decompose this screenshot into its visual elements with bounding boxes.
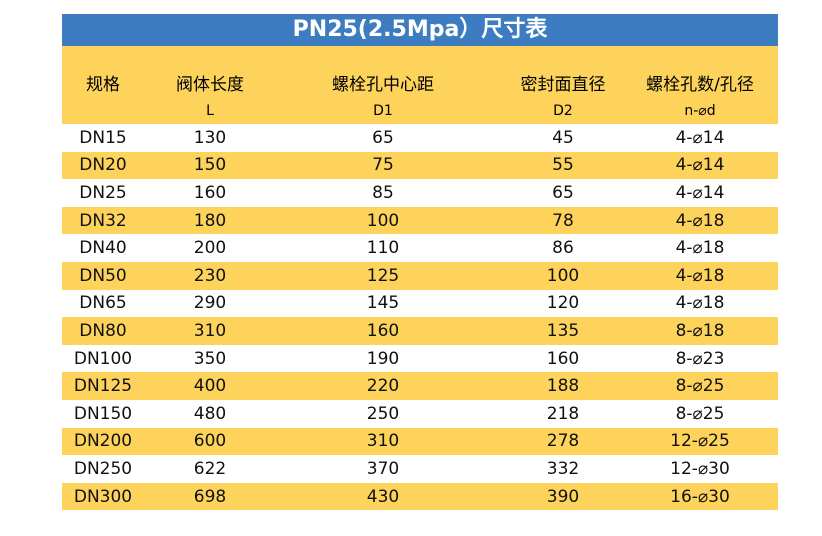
table-body: DN15 130 65 45 4-⌀14 DN20 150 75 55 4-⌀14 DN25 160 8… bbox=[62, 124, 778, 511]
table-cell: 218 bbox=[546, 403, 580, 424]
table-cell: DN150 bbox=[73, 403, 133, 424]
table-cell: 350 bbox=[193, 348, 227, 369]
table-cell: 8-⌀25 bbox=[675, 403, 725, 424]
table-cell: 4-⌀14 bbox=[675, 155, 725, 176]
table-cell: 698 bbox=[193, 486, 227, 507]
table-cell: DN200 bbox=[73, 431, 133, 452]
table-row: DN65 290 145 120 4-⌀18 bbox=[62, 290, 778, 318]
table-cell: 45 bbox=[552, 127, 574, 148]
table-cell: 8-⌀23 bbox=[675, 348, 725, 369]
table-cell: 135 bbox=[546, 320, 580, 341]
table-cell: DN80 bbox=[79, 320, 127, 341]
header-label: 阀体长度 bbox=[176, 75, 244, 95]
table-cell: 65 bbox=[372, 127, 394, 148]
table-cell: 85 bbox=[372, 182, 394, 203]
table-title: PN25(2.5Mpa）尺寸表 bbox=[62, 14, 778, 46]
table-cell: 160 bbox=[546, 348, 580, 369]
table-cell: DN20 bbox=[79, 155, 127, 176]
table-cell: 12-⌀30 bbox=[670, 458, 730, 479]
table-header: 规格 阀体长度 L 螺栓孔中心距 D1 密封面直径 D2 螺栓孔数/孔径 n-⌀d bbox=[62, 46, 778, 124]
table-cell: 150 bbox=[193, 155, 227, 176]
table-cell: 230 bbox=[193, 265, 227, 286]
table-cell: 65 bbox=[552, 182, 574, 203]
table-row: DN20 150 75 55 4-⌀14 bbox=[62, 151, 778, 180]
table-row: DN100 350 190 160 8-⌀23 bbox=[62, 345, 778, 373]
table-cell: 125 bbox=[366, 265, 400, 286]
header-label: 密封面直径 bbox=[520, 75, 606, 95]
table-cell: DN50 bbox=[79, 265, 127, 286]
table-row: DN40 200 110 86 4-⌀18 bbox=[62, 234, 778, 262]
table-cell: 600 bbox=[193, 431, 227, 452]
table-row: DN250 622 370 332 12-⌀30 bbox=[62, 455, 778, 483]
table-cell: 4-⌀18 bbox=[675, 238, 725, 259]
table-row: DN125 400 220 188 8-⌀25 bbox=[62, 372, 778, 400]
table-cell: 145 bbox=[366, 293, 400, 314]
table-cell: 480 bbox=[193, 403, 227, 424]
table-cell: 130 bbox=[193, 127, 227, 148]
table-cell: DN15 bbox=[79, 127, 127, 148]
table-cell: 8-⌀18 bbox=[675, 320, 725, 341]
table-cell: 190 bbox=[366, 348, 400, 369]
table-row: DN80 310 160 135 8-⌀18 bbox=[62, 317, 778, 345]
header-label: 螺栓孔中心距 bbox=[332, 75, 434, 95]
table-cell: 100 bbox=[546, 265, 580, 286]
table-cell: DN40 bbox=[79, 238, 127, 259]
dimension-table: PN25(2.5Mpa）尺寸表 规格 阀体长度 L 螺栓孔中心距 D1 密封面直径 D2 螺栓… bbox=[62, 14, 778, 511]
table-cell: 16-⌀30 bbox=[670, 486, 730, 507]
table-cell: 110 bbox=[366, 238, 400, 259]
table-cell: DN65 bbox=[79, 293, 127, 314]
table-cell: 370 bbox=[366, 458, 400, 479]
table-cell: 220 bbox=[366, 376, 400, 397]
table-row: DN300 698 430 390 16-⌀30 bbox=[62, 482, 778, 511]
table-cell: DN32 bbox=[79, 210, 127, 231]
table-cell: 188 bbox=[546, 376, 580, 397]
table-cell: 278 bbox=[546, 431, 580, 452]
table-row: DN32 180 100 78 4-⌀18 bbox=[62, 206, 778, 235]
header-sub: D1 bbox=[373, 103, 393, 119]
table-cell: 332 bbox=[546, 458, 580, 479]
table-cell: 200 bbox=[193, 238, 227, 259]
table-cell: 310 bbox=[193, 320, 227, 341]
table-cell: 78 bbox=[552, 210, 574, 231]
table-cell: 4-⌀14 bbox=[675, 182, 725, 203]
table-cell: 4-⌀18 bbox=[675, 265, 725, 286]
table-cell: 55 bbox=[552, 155, 574, 176]
table-row: DN50 230 125 100 4-⌀18 bbox=[62, 261, 778, 290]
table-cell: 4-⌀14 bbox=[675, 127, 725, 148]
table-cell: 160 bbox=[193, 182, 227, 203]
table-cell: 4-⌀18 bbox=[675, 210, 725, 231]
table-row: DN200 600 310 278 12-⌀25 bbox=[62, 427, 778, 456]
table-cell: DN300 bbox=[73, 486, 133, 507]
table-row: DN150 480 250 218 8-⌀25 bbox=[62, 400, 778, 428]
table-cell: 290 bbox=[193, 293, 227, 314]
header-label: 规格 bbox=[86, 75, 120, 95]
table-cell: DN100 bbox=[73, 348, 133, 369]
table-cell: 120 bbox=[546, 293, 580, 314]
table-cell: 250 bbox=[366, 403, 400, 424]
table-cell: 180 bbox=[193, 210, 227, 231]
table-cell: 100 bbox=[366, 210, 400, 231]
table-cell: 160 bbox=[366, 320, 400, 341]
table-cell: 75 bbox=[372, 155, 394, 176]
table-cell: 430 bbox=[366, 486, 400, 507]
table-cell: 400 bbox=[193, 376, 227, 397]
header-sub: n-⌀d bbox=[684, 103, 716, 119]
header-sub: L bbox=[206, 103, 214, 119]
table-row: DN15 130 65 45 4-⌀14 bbox=[62, 124, 778, 152]
table-cell: 8-⌀25 bbox=[675, 376, 725, 397]
table-cell: 622 bbox=[193, 458, 227, 479]
table-cell: 4-⌀18 bbox=[675, 293, 725, 314]
table-cell: DN125 bbox=[73, 376, 133, 397]
header-label: 螺栓孔数/孔径 bbox=[646, 75, 754, 95]
table-cell: 310 bbox=[366, 431, 400, 452]
table-cell: 86 bbox=[552, 238, 574, 259]
header-sub: D2 bbox=[553, 103, 573, 119]
table-cell: 12-⌀25 bbox=[670, 431, 730, 452]
table-row: DN25 160 85 65 4-⌀14 bbox=[62, 179, 778, 207]
table-cell: DN250 bbox=[73, 458, 133, 479]
table-cell: DN25 bbox=[79, 182, 127, 203]
table-cell: 390 bbox=[546, 486, 580, 507]
